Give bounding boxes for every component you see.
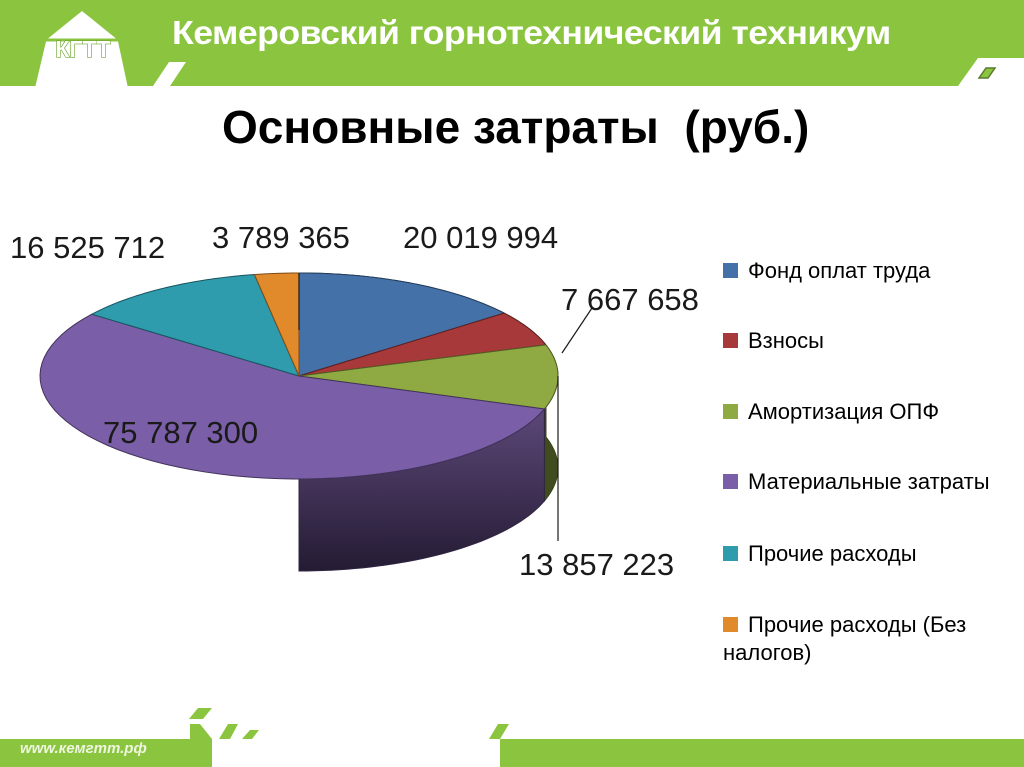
- svg-text:7 667 658: 7 667 658: [561, 282, 699, 317]
- svg-text:20 019 994: 20 019 994: [403, 220, 558, 255]
- svg-text:16 525 712: 16 525 712: [10, 230, 165, 265]
- svg-text:3 789 365: 3 789 365: [212, 220, 350, 255]
- svg-text:13 857 223: 13 857 223: [519, 547, 674, 582]
- svg-text:75 787 300: 75 787 300: [103, 415, 258, 450]
